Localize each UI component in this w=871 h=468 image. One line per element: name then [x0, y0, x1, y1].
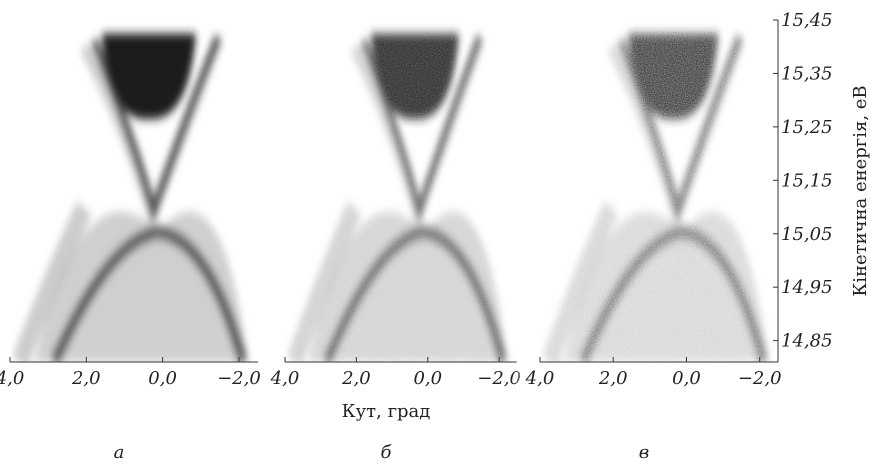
y-tick-label: 15,25 [781, 117, 833, 138]
x-tick-label: 0,0 [672, 368, 701, 389]
noise [285, 20, 517, 362]
x-tick-label: 0,0 [148, 368, 177, 389]
x-tick-label: −2,0 [477, 368, 521, 389]
panel-label: а [114, 442, 125, 463]
noise [540, 20, 778, 362]
y-tick-label: 15,15 [781, 170, 833, 191]
x-tick-label: 4,0 [525, 368, 555, 389]
x-axis-label: Кут, град [342, 401, 431, 422]
y-tick-label: 14,85 [781, 331, 833, 352]
y-tick-label: 14,95 [781, 277, 833, 298]
x-tick-label: 4,0 [270, 368, 300, 389]
y-tick-label: 15,45 [781, 10, 833, 31]
y-axis-label: Кінетична енергія, eB [850, 85, 871, 296]
x-tick-label: −2,0 [738, 368, 782, 389]
panel-label: б [381, 442, 393, 463]
x-tick-label: −2,0 [217, 368, 261, 389]
x-tick-label: 2,0 [598, 368, 628, 389]
x-tick-label: 2,0 [71, 368, 101, 389]
x-tick-label: 2,0 [341, 368, 371, 389]
arpes-image [20, 34, 248, 362]
x-tick-label: 4,0 [0, 368, 24, 389]
y-tick-label: 15,35 [781, 63, 833, 84]
panel-label: в [639, 442, 649, 463]
x-tick-label: 0,0 [413, 368, 442, 389]
y-tick-label: 15,05 [781, 224, 833, 245]
